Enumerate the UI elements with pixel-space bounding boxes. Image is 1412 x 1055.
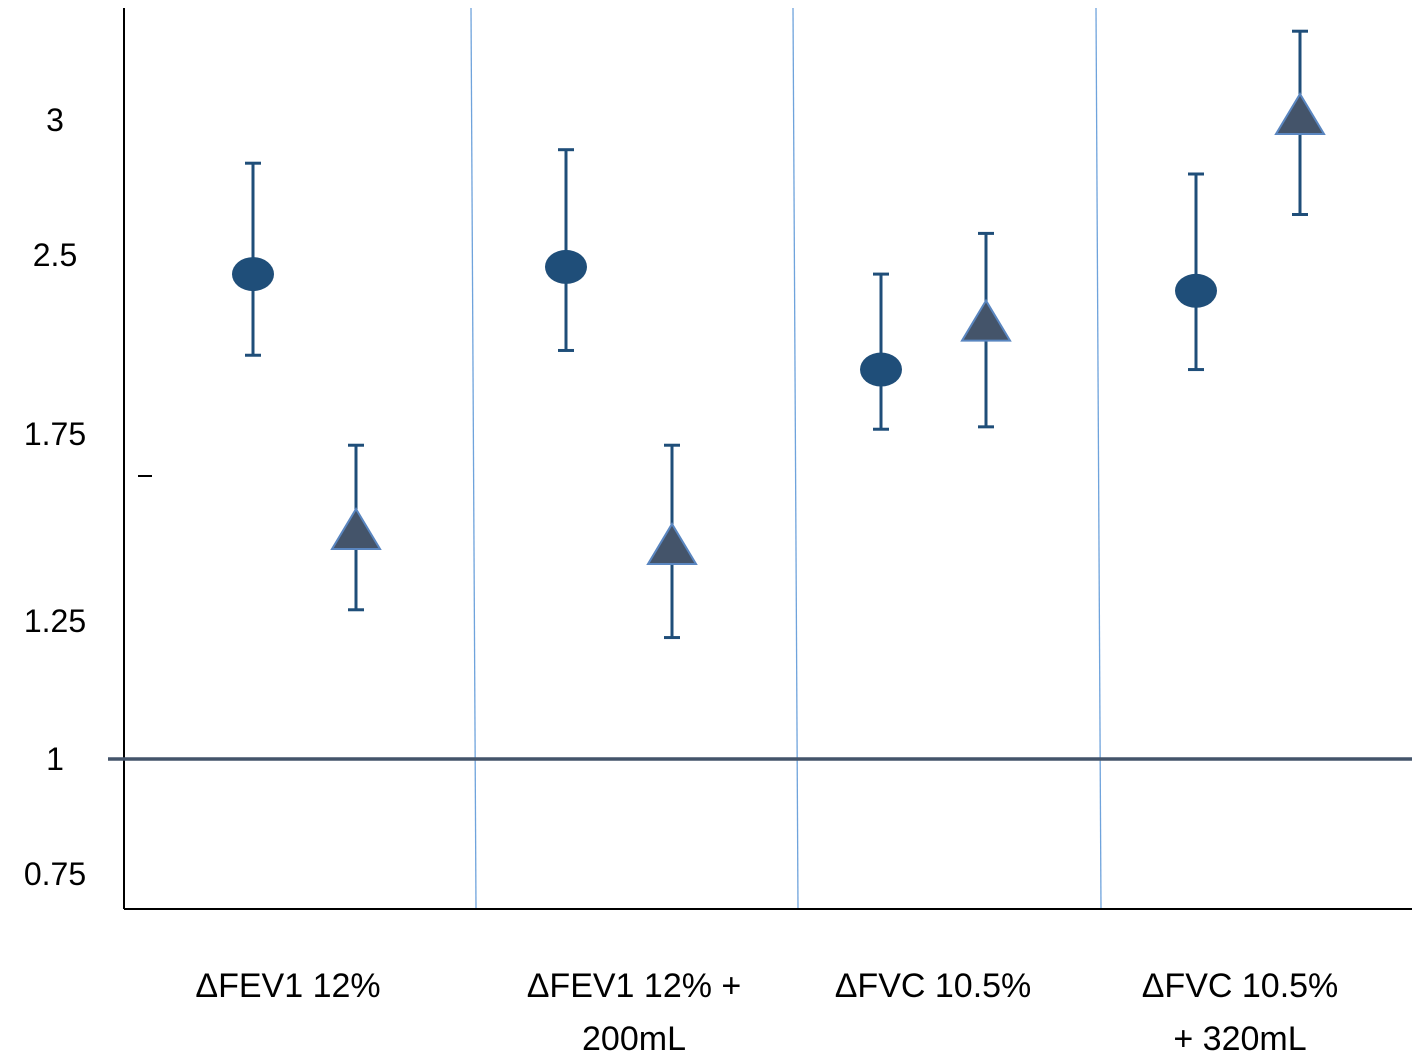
x-category-label: ΔFVC 10.5% [1142, 967, 1339, 1005]
triangle-marker [1274, 92, 1326, 135]
y-tick-label: 2.5 [33, 237, 77, 273]
x-category-label: 200mL [582, 1020, 686, 1055]
y-tick-labels: 0.75 1 1.25 1.75 2.5 3 [24, 102, 86, 892]
triangle-marker [646, 521, 698, 565]
x-category-label: ΔFEV1 12% + [527, 967, 742, 1005]
data-marks [232, 29, 1326, 640]
panel-separators [470, 7, 1102, 910]
x-category-label: ΔFVC 10.5% [835, 967, 1032, 1005]
triangle-marker [960, 298, 1012, 342]
y-tick-label: 1.25 [24, 603, 86, 639]
y-tick-label: 0.75 [24, 856, 86, 892]
triangle-marker [330, 507, 382, 550]
y-tick-label: 1 [46, 741, 64, 777]
panel-separator-2 [792, 7, 799, 910]
circle-marker [232, 257, 274, 292]
panel-separator-3 [1095, 7, 1102, 910]
x-category-label: ΔFEV1 12% [195, 967, 380, 1005]
y-tick-label: 3 [46, 102, 64, 138]
circle-marker [1175, 273, 1217, 308]
y-tick-label: 1.75 [24, 416, 86, 452]
x-category-label: + 320mL [1173, 1020, 1306, 1055]
circle-marker [860, 352, 902, 387]
panel-separator-1 [470, 7, 477, 910]
circle-marker [545, 249, 587, 284]
x-category-labels: ΔFEV1 12% ΔFEV1 12% + 200mL ΔFVC 10.5% ΔFVC … [195, 967, 1338, 1055]
